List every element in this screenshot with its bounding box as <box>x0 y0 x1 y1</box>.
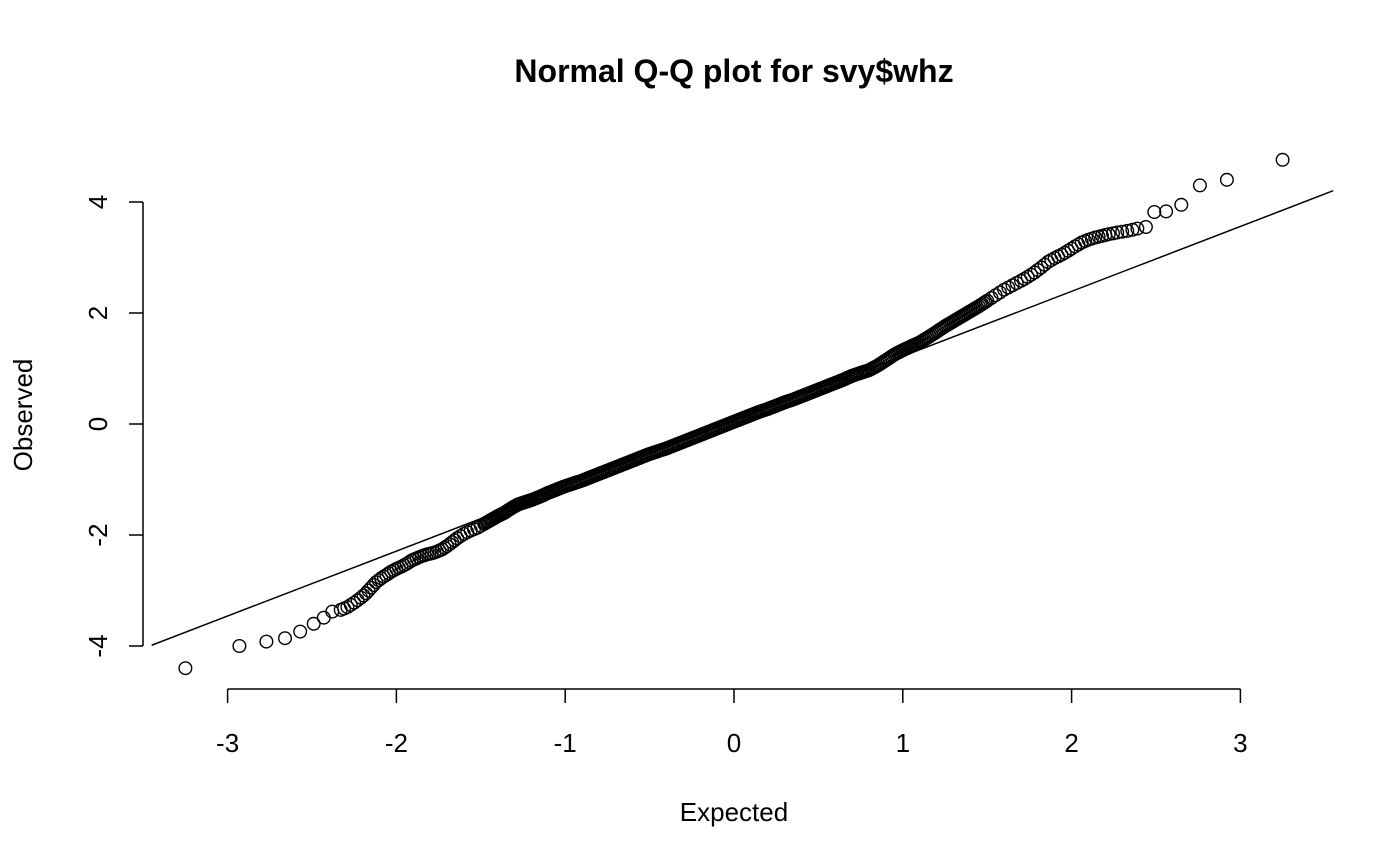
x-tick-label: -2 <box>385 728 408 758</box>
data-point <box>325 604 340 619</box>
x-tick-label: -3 <box>216 728 239 758</box>
data-point <box>992 285 1007 300</box>
data-point <box>1120 223 1135 238</box>
data-point <box>306 616 321 631</box>
x-axis-label: Expected <box>680 797 788 827</box>
data-point <box>1014 273 1029 288</box>
y-tick-label: 4 <box>83 195 113 209</box>
data-point <box>1174 197 1189 212</box>
data-point <box>1064 241 1079 256</box>
data-point <box>340 600 355 615</box>
data-points <box>178 152 1290 676</box>
data-point <box>1219 172 1234 187</box>
data-point <box>1138 219 1153 234</box>
data-point <box>1125 222 1140 237</box>
y-tick-label: 2 <box>83 306 113 320</box>
data-point <box>1020 269 1035 284</box>
chart-title: Normal Q-Q plot for svy$whz <box>514 53 953 89</box>
data-point <box>1057 245 1072 260</box>
data-point <box>178 661 193 676</box>
data-point <box>1159 204 1174 219</box>
data-point <box>232 639 247 654</box>
y-tick-label: -2 <box>83 523 113 546</box>
data-point <box>356 588 371 603</box>
data-point <box>1061 243 1076 258</box>
data-point <box>316 610 331 625</box>
data-point <box>1115 224 1130 239</box>
axes: -3 -2 -1 0 1 2 3 -4 -2 0 2 4 <box>83 195 1248 758</box>
data-point <box>1130 221 1145 236</box>
data-point <box>1110 225 1125 240</box>
x-tick-label: 1 <box>896 728 910 758</box>
data-point <box>1147 204 1162 219</box>
data-point <box>1275 152 1290 167</box>
data-point <box>278 631 293 646</box>
data-point <box>1192 178 1207 193</box>
y-tick-label: -4 <box>83 634 113 657</box>
y-axis-label: Observed <box>8 359 38 472</box>
reference-line-group <box>151 190 1334 646</box>
data-point <box>259 634 274 649</box>
data-point <box>1054 247 1069 262</box>
x-tick-label: 0 <box>727 728 741 758</box>
x-tick-label: 2 <box>1064 728 1078 758</box>
qq-reference-line <box>151 190 1334 646</box>
x-tick-label: -1 <box>554 728 577 758</box>
data-point <box>1017 271 1032 286</box>
data-point <box>976 296 991 311</box>
data-point <box>354 590 369 605</box>
x-tick-label: 3 <box>1233 728 1247 758</box>
y-tick-label: 0 <box>83 417 113 431</box>
data-point <box>361 583 376 598</box>
data-point <box>293 624 308 639</box>
